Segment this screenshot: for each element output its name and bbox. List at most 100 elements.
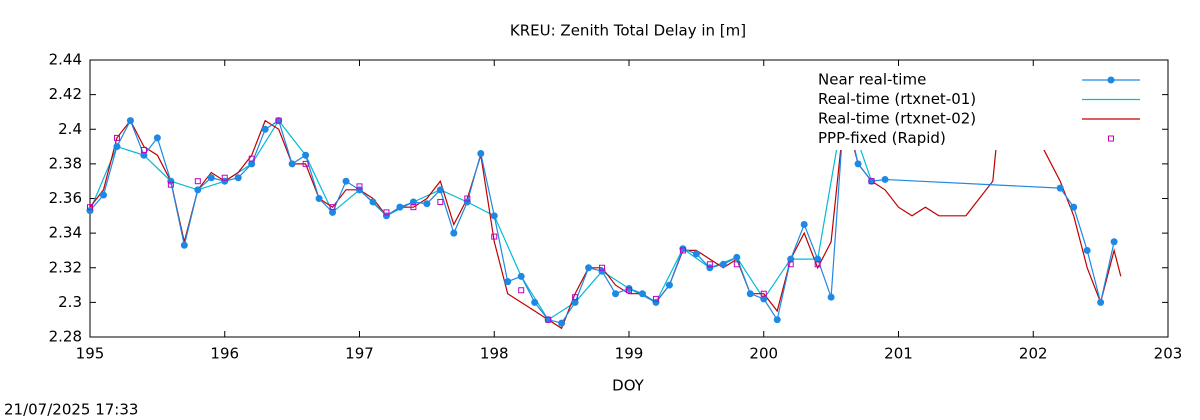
y-tick-label: 2.28	[49, 328, 82, 346]
y-tick-label: 2.34	[49, 224, 82, 242]
data-point	[719, 260, 727, 268]
data-point	[194, 186, 202, 194]
data-point	[261, 125, 269, 133]
data-point	[356, 186, 363, 194]
y-tick-label: 2.32	[49, 258, 82, 276]
data-point	[423, 200, 431, 208]
data-point	[692, 250, 700, 258]
data-point	[706, 261, 713, 268]
data-point	[598, 267, 606, 275]
data-point	[544, 316, 552, 324]
data-point	[315, 195, 323, 202]
data-point	[760, 290, 767, 297]
data-point	[881, 175, 889, 183]
data-point	[180, 241, 188, 249]
legend-label: Real-time (rtxnet-01)	[818, 90, 976, 108]
series-line	[89, 111, 1122, 330]
data-point	[382, 212, 390, 220]
timestamp: 21/07/2025 17:33	[4, 401, 138, 419]
data-point	[814, 261, 821, 268]
data-point	[396, 203, 404, 211]
data-point	[436, 186, 444, 194]
data-point	[733, 253, 741, 261]
data-point	[612, 290, 620, 298]
data-point	[787, 261, 794, 268]
data-point	[302, 151, 310, 159]
data-point	[652, 298, 660, 306]
chart-title: KREU: Zenith Total Delay in [m]	[510, 22, 746, 40]
data-point	[410, 204, 417, 211]
data-point	[868, 177, 876, 185]
data-point	[126, 117, 134, 125]
data-point	[531, 298, 539, 306]
data-point	[153, 134, 161, 142]
data-point	[342, 177, 350, 185]
data-point	[760, 295, 768, 303]
data-point	[140, 151, 148, 159]
data-point	[490, 212, 498, 220]
data-point	[477, 149, 485, 157]
data-point	[302, 160, 309, 167]
data-point	[221, 174, 228, 181]
data-point	[248, 160, 256, 168]
legend-label: Real-time (rtxnet-02)	[818, 110, 976, 128]
legend-label: Near real-time	[818, 71, 926, 89]
data-point	[706, 264, 714, 272]
series-line	[89, 103, 873, 321]
data-point	[517, 272, 525, 280]
data-point	[464, 195, 471, 202]
y-tick-label: 2.42	[49, 85, 82, 103]
data-point	[167, 177, 175, 185]
data-point	[113, 143, 121, 151]
data-point	[86, 207, 94, 215]
data-point	[827, 293, 835, 301]
data-point	[679, 245, 687, 253]
data-point	[665, 281, 673, 289]
x-tick-label: 196	[210, 345, 239, 363]
data-point	[599, 264, 606, 271]
x-tick-label: 195	[76, 345, 105, 363]
data-point	[288, 160, 296, 168]
data-point	[571, 298, 579, 306]
data-point	[814, 255, 822, 263]
data-point	[572, 294, 579, 301]
data-point	[868, 178, 875, 185]
data-point	[800, 220, 808, 228]
data-point	[369, 198, 377, 206]
y-tick-label: 2.4	[58, 120, 82, 138]
data-point	[638, 290, 646, 298]
x-tick-label: 200	[749, 345, 778, 363]
x-tick-label: 203	[1154, 345, 1183, 363]
data-point	[409, 198, 417, 206]
data-point	[248, 155, 255, 162]
x-tick-label: 197	[345, 345, 374, 363]
data-point	[787, 255, 795, 263]
data-point	[463, 198, 471, 206]
x-tick-label: 199	[615, 345, 644, 363]
data-point	[491, 233, 498, 240]
data-point	[450, 229, 458, 237]
data-point	[167, 181, 174, 188]
data-point	[383, 209, 390, 216]
data-point	[1083, 246, 1091, 254]
data-point	[329, 208, 337, 216]
data-point	[1110, 238, 1118, 246]
data-point	[356, 183, 363, 190]
data-point	[733, 261, 740, 268]
data-point	[275, 117, 282, 124]
x-tick-label: 202	[1019, 345, 1048, 363]
legend-swatch	[1108, 135, 1114, 142]
x-tick-label: 198	[480, 345, 509, 363]
data-point	[1070, 203, 1078, 211]
data-point	[585, 264, 593, 272]
data-point	[558, 319, 566, 327]
data-point	[545, 316, 552, 323]
data-point	[746, 290, 754, 298]
data-point	[854, 160, 862, 168]
data-point	[207, 174, 215, 182]
data-point	[625, 285, 633, 293]
data-point	[234, 174, 242, 182]
y-tick-label: 2.44	[49, 51, 82, 69]
x-axis-label: DOY	[612, 377, 645, 395]
y-tick-label: 2.3	[58, 293, 82, 311]
